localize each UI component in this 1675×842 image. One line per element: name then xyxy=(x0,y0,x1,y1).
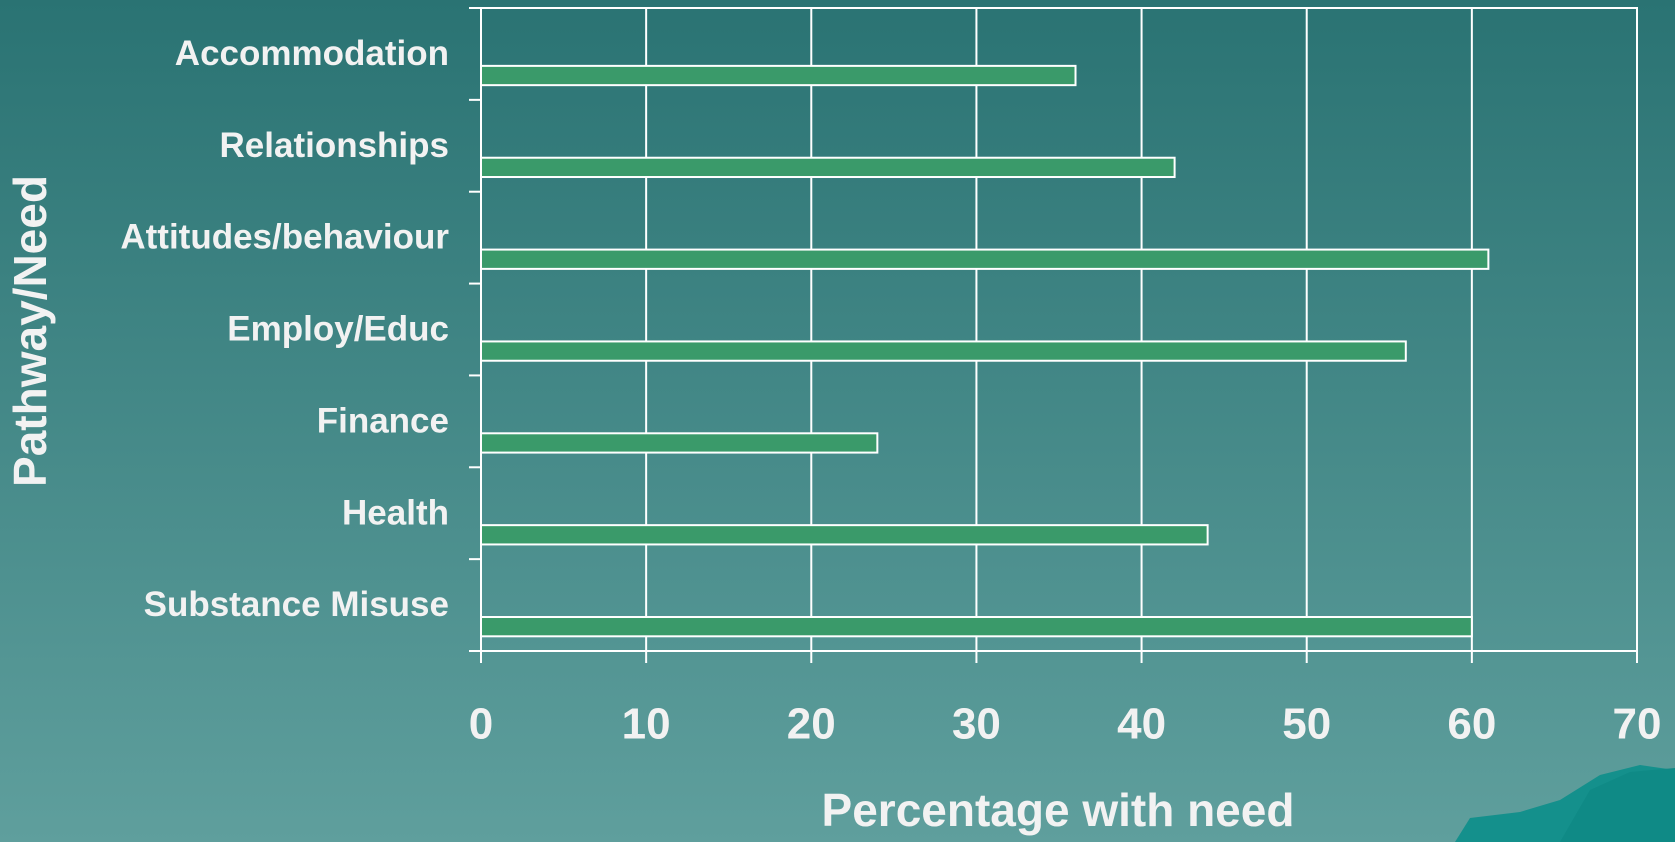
bar xyxy=(480,432,879,454)
x-tick-label: 0 xyxy=(469,700,493,749)
bar xyxy=(480,616,1473,638)
x-tick-label: 50 xyxy=(1282,700,1331,749)
mountain-decoration xyxy=(1560,768,1675,842)
bar xyxy=(480,340,1407,362)
bar xyxy=(480,248,1490,270)
x-tick-label: 70 xyxy=(1613,700,1662,749)
y-tick-label: Health xyxy=(342,493,449,532)
x-tick-label: 20 xyxy=(787,700,836,749)
y-tick-label: Relationships xyxy=(220,126,449,165)
y-tick-label: Employ/Educ xyxy=(227,310,449,349)
x-tick-label: 40 xyxy=(1117,700,1166,749)
x-tick-label: 30 xyxy=(952,700,1001,749)
y-tick-label: Attitudes/behaviour xyxy=(120,218,449,257)
y-tick-label: Finance xyxy=(317,401,449,440)
y-tick-label: Accommodation xyxy=(175,34,449,73)
x-tick-label: 10 xyxy=(622,700,671,749)
y-axis-title: Pathway/Need xyxy=(4,175,56,487)
y-tick-label: Substance Misuse xyxy=(144,585,449,624)
bar xyxy=(480,524,1209,546)
x-axis-title: Percentage with need xyxy=(822,784,1295,836)
bar xyxy=(480,156,1176,179)
bar xyxy=(480,64,1077,87)
x-tick-label: 60 xyxy=(1447,700,1496,749)
